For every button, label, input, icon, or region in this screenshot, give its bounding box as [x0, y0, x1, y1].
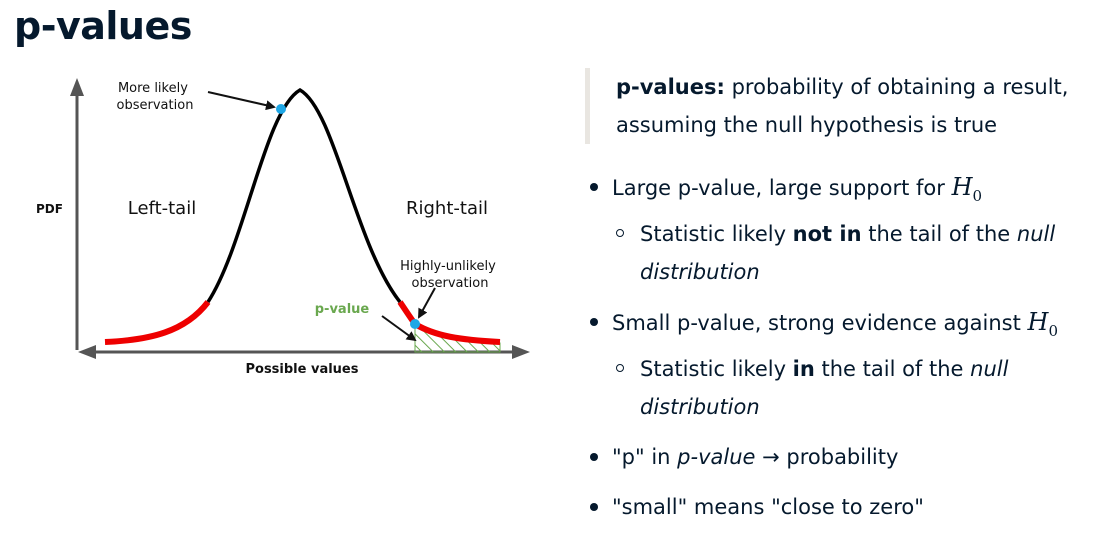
definition-term: p-values:	[616, 75, 725, 99]
list-item: Small p-value, strong evidence against H…	[588, 303, 1118, 426]
left-tail-label: Left-tail	[128, 198, 196, 219]
page-title: p-values	[14, 4, 192, 48]
sub-list: Statistic likely in the tail of the null…	[612, 350, 1118, 426]
sub-list-item: Statistic likely in the tail of the null…	[612, 350, 1118, 426]
y-axis-label: PDF	[36, 202, 63, 216]
p-value-arrow	[381, 315, 417, 342]
left-tail-curve	[104, 300, 211, 345]
sub-list: Statistic likely not in the tail of the …	[612, 215, 1118, 291]
x-axis-label: Possible values	[245, 362, 358, 377]
bullet-text: Large p-value, large support for	[612, 176, 952, 200]
list-item: Large p-value, large support for H0 Stat…	[588, 168, 1118, 291]
p-value-diagram: More likely observation Left-tail Right-…	[70, 78, 530, 377]
list-item: "p" in p-value → probability	[588, 438, 1118, 476]
unlikely-observation-point	[410, 319, 420, 329]
math-h0: H0	[951, 173, 983, 205]
unlikely-observation-label: Highly-unlikely observation	[400, 259, 500, 291]
definition-text: probability of obtaining a result, assum…	[616, 75, 1069, 137]
x-axis-arrow-right	[512, 345, 530, 359]
y-axis-arrow	[70, 78, 84, 96]
likely-observation-label: More likely observation	[117, 81, 194, 113]
bullet-text: Small p-value, strong evidence against	[612, 310, 1028, 335]
bullet-list: Large p-value, large support for H0 Stat…	[588, 168, 1118, 538]
p-value-label: p-value	[315, 302, 370, 317]
sub-list-item: Statistic likely not in the tail of the …	[612, 215, 1118, 291]
math-h0: H0	[1027, 307, 1058, 340]
definition-callout: p-values: probability of obtaining a res…	[585, 68, 1120, 144]
right-tail-label: Right-tail	[406, 198, 488, 219]
x-axis-arrow-left	[78, 345, 96, 359]
unlikely-observation-arrow	[418, 287, 436, 319]
distribution-curve	[206, 87, 402, 304]
list-item: "small" means "close to zero"	[588, 488, 1118, 526]
likely-observation-arrow	[207, 91, 276, 111]
likely-observation-point	[276, 104, 286, 114]
